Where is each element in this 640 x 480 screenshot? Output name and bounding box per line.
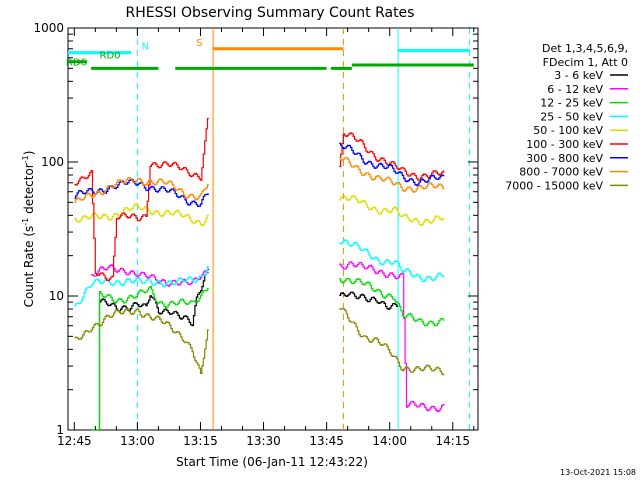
series-line-0-seg-0 bbox=[91, 268, 209, 431]
series-line-2-seg-1 bbox=[339, 277, 445, 327]
y-tick-label-0: 1 bbox=[56, 423, 64, 437]
y-tick-label-2: 100 bbox=[41, 155, 64, 169]
legend-label-8: 7000 - 15000 keV bbox=[505, 179, 603, 192]
plot-frame bbox=[67, 27, 479, 431]
series-line-3-seg-1 bbox=[339, 239, 445, 283]
marker-label-0: N bbox=[142, 42, 149, 53]
y-axis-label: Count Rate (s-1 detector-1) bbox=[21, 151, 36, 308]
series-line-2-seg-0 bbox=[91, 285, 209, 431]
x-tick-label-1: 13:00 bbox=[120, 434, 155, 448]
series-line-4-seg-0 bbox=[74, 203, 209, 227]
series-line-3-seg-0 bbox=[74, 266, 209, 307]
legend-label-6: 300 - 800 keV bbox=[526, 152, 603, 165]
y-axis-ticks: 1 10 100 1000 bbox=[33, 21, 478, 437]
x-tick-label-6: 14:15 bbox=[435, 434, 470, 448]
x-tick-label-2: 13:15 bbox=[183, 434, 218, 448]
chart-title: RHESSI Observing Summary Count Rates bbox=[126, 5, 415, 21]
legend-label-4: 50 - 100 keV bbox=[533, 124, 603, 137]
legend-label-3: 25 - 50 keV bbox=[540, 110, 603, 123]
series-line-5-seg-0 bbox=[74, 118, 209, 282]
x-axis-ticks: 12:45 13:00 13:15 13:30 13:45 14:00 14:15 bbox=[57, 28, 475, 448]
marker-label-3: S bbox=[196, 38, 202, 49]
legend-header-decim: FDecim 1, Att 0 bbox=[543, 56, 628, 69]
y-tick-label-3: 1000 bbox=[33, 21, 64, 35]
series-line-0-seg-1 bbox=[339, 291, 399, 310]
marker-label-1: RD0 bbox=[100, 51, 121, 62]
series-line-1-seg-0 bbox=[91, 264, 209, 287]
series-line-7-seg-1 bbox=[339, 157, 445, 193]
series-line-6-seg-1 bbox=[339, 142, 445, 187]
series-line-4-seg-1 bbox=[339, 195, 445, 226]
series-line-8-seg-1 bbox=[339, 308, 445, 376]
legend-label-2: 12 - 25 keV bbox=[540, 97, 603, 110]
legend-label-7: 800 - 7000 keV bbox=[519, 166, 603, 179]
x-tick-label-4: 13:45 bbox=[309, 434, 344, 448]
series-line-7-seg-0 bbox=[74, 177, 209, 203]
state-markers: N RD0 RD6 S bbox=[66, 38, 474, 70]
series-line-5-seg-1 bbox=[339, 132, 445, 181]
legend-label-1: 6 - 12 keV bbox=[547, 83, 603, 96]
x-tick-label-5: 14:00 bbox=[372, 434, 407, 448]
x-tick-label-0: 12:45 bbox=[57, 434, 92, 448]
footer-timestamp: 13-Oct-2021 15:08 bbox=[560, 468, 636, 477]
legend-header-detectors: Det 1,3,4,5,6,9, bbox=[542, 42, 628, 55]
marker-label-2: RD6 bbox=[66, 57, 87, 68]
legend: Det 1,3,4,5,6,9, FDecim 1, Att 0 3 - 6 k… bbox=[505, 42, 628, 192]
series-lines bbox=[74, 118, 445, 431]
legend-label-0: 3 - 6 keV bbox=[554, 69, 603, 82]
x-tick-label-3: 13:30 bbox=[246, 434, 281, 448]
series-line-1-seg-1 bbox=[339, 261, 445, 413]
series-line-8-seg-0 bbox=[74, 308, 209, 374]
y-tick-label-1: 10 bbox=[49, 289, 64, 303]
x-axis-label: Start Time (06-Jan-11 12:43:22) bbox=[176, 455, 368, 469]
legend-label-5: 100 - 300 keV bbox=[526, 138, 603, 151]
